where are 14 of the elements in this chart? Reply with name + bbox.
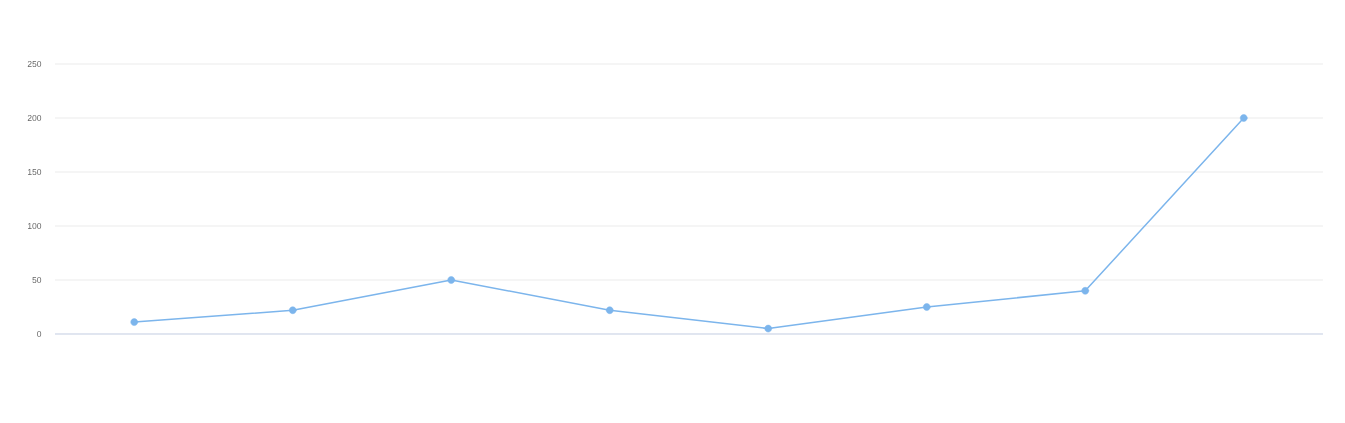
y-tick-label: 100 bbox=[27, 223, 42, 229]
point bbox=[288, 306, 297, 314]
point bbox=[447, 276, 455, 284]
point bbox=[1081, 287, 1089, 295]
y-tick-label: 250 bbox=[27, 61, 42, 67]
y-tick-label: 50 bbox=[32, 277, 42, 283]
y-tick-label: 0 bbox=[37, 331, 42, 337]
y-tick-label: 150 bbox=[27, 169, 42, 175]
point bbox=[764, 324, 772, 333]
point bbox=[1239, 114, 1248, 122]
y-tick-label: 200 bbox=[27, 115, 42, 121]
point bbox=[130, 318, 138, 326]
point bbox=[605, 306, 614, 314]
point bbox=[922, 303, 931, 311]
